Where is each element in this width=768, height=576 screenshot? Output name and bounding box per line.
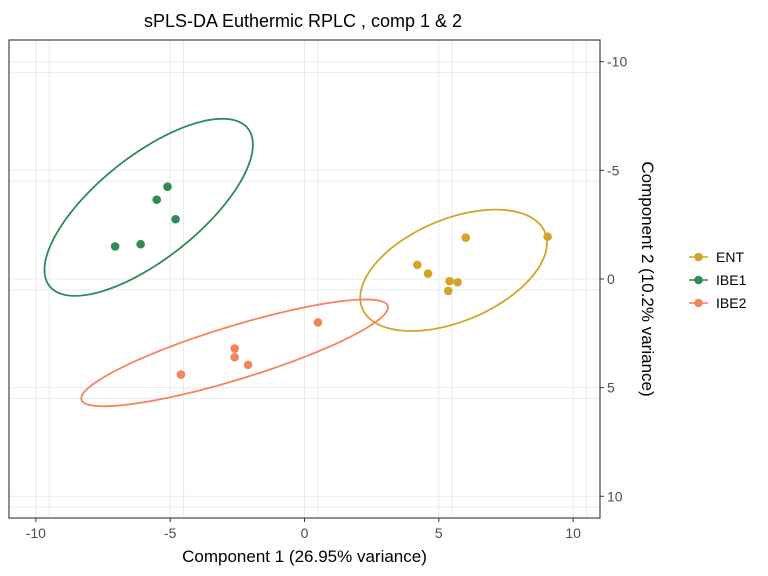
confidence-ellipse-ibe1 bbox=[43, 117, 254, 297]
ellipse-layer bbox=[43, 117, 548, 408]
y-tick-label: -5 bbox=[607, 162, 620, 178]
data-point-ibe2 bbox=[176, 370, 186, 379]
y-tick-label: -10 bbox=[607, 54, 627, 70]
y-tick-label: 5 bbox=[607, 380, 615, 396]
x-axis-title: Component 1 (26.95% variance) bbox=[182, 547, 427, 566]
data-point-ent bbox=[461, 233, 470, 243]
data-point-ibe2 bbox=[313, 318, 323, 327]
legend-key-point bbox=[694, 275, 703, 285]
legend-key-point bbox=[694, 252, 703, 262]
data-point-ibe1 bbox=[136, 239, 145, 249]
x-tick-label: 5 bbox=[435, 525, 443, 541]
y-tick-label: 10 bbox=[607, 488, 623, 504]
data-point-ibe2 bbox=[230, 344, 239, 353]
data-point-ent bbox=[413, 260, 422, 270]
data-point-ent bbox=[445, 276, 454, 286]
data-point-ent bbox=[453, 277, 462, 287]
grid-layer bbox=[9, 40, 600, 518]
y-axis-title: Component 2 (10.2% variance) bbox=[638, 161, 657, 396]
chart-title: sPLS-DA Euthermic RPLC , comp 1 & 2 bbox=[144, 11, 462, 31]
legend-label: IBE1 bbox=[716, 272, 747, 288]
data-point-ibe1 bbox=[110, 242, 120, 251]
legend-item-ibe1: IBE1 bbox=[689, 272, 747, 288]
legend-label: ENT bbox=[716, 249, 744, 265]
point-layer bbox=[110, 182, 552, 379]
legend-key-point bbox=[694, 298, 703, 308]
y-tick-label: 0 bbox=[607, 271, 615, 287]
data-point-ibe1 bbox=[152, 195, 162, 204]
legend-item-ent: ENT bbox=[689, 249, 744, 265]
confidence-ellipse-ent bbox=[359, 208, 548, 332]
data-point-ibe2 bbox=[243, 360, 253, 370]
data-point-ent bbox=[423, 269, 433, 278]
y-axis-ticks: -10 -5 0 5 10 bbox=[600, 54, 627, 504]
data-point-ibe1 bbox=[163, 182, 172, 191]
x-tick-label: -5 bbox=[164, 525, 177, 541]
x-tick-label: 0 bbox=[301, 525, 309, 541]
confidence-ellipse-ibe2 bbox=[80, 298, 389, 408]
x-tick-label: -10 bbox=[26, 525, 46, 541]
data-point-ibe2 bbox=[230, 352, 239, 362]
data-point-ent bbox=[443, 286, 453, 296]
x-tick-label: 10 bbox=[565, 525, 581, 541]
legend: ENT IBE1 IBE2 bbox=[689, 249, 747, 311]
x-axis-ticks: -10 -5 0 5 10 bbox=[26, 518, 581, 541]
legend-item-ibe2: IBE2 bbox=[689, 295, 747, 311]
legend-label: IBE2 bbox=[716, 295, 747, 311]
data-point-ibe1 bbox=[171, 214, 180, 224]
data-point-ent bbox=[543, 232, 552, 241]
